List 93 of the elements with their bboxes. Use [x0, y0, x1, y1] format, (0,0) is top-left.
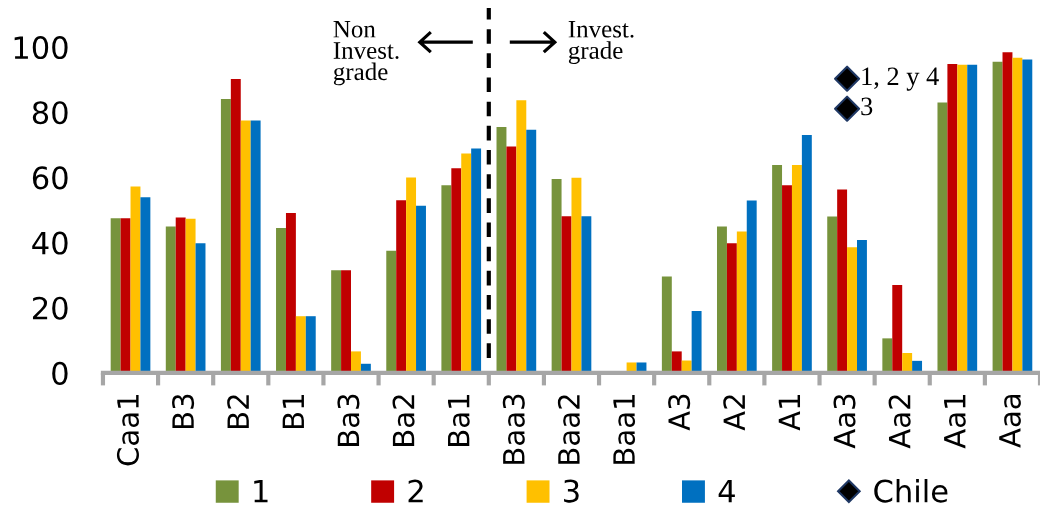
x-tick-label: Aa1	[944, 395, 966, 449]
legend-label: Chile	[874, 479, 948, 503]
bar	[671, 351, 682, 373]
bar	[827, 216, 838, 373]
bar	[516, 100, 527, 373]
x-tick-label: Caa1	[116, 395, 139, 466]
x-tick-label: Aa2	[888, 395, 911, 449]
bar	[726, 243, 737, 373]
y-tick-label: 40	[32, 231, 68, 255]
annotation: Invest. grade	[568, 21, 634, 65]
bar	[461, 153, 472, 373]
bar	[386, 250, 397, 373]
bar	[276, 227, 286, 373]
x-tick-label: Aaa	[999, 394, 1021, 448]
bar	[801, 135, 812, 373]
bar	[416, 205, 426, 373]
bar	[791, 165, 802, 373]
bar	[441, 185, 452, 373]
bar	[140, 197, 151, 373]
bar	[230, 79, 241, 373]
bar	[1012, 57, 1023, 373]
bar	[581, 216, 592, 373]
x-tick-label: Ba2	[392, 395, 415, 446]
y-tick-label: 0	[52, 361, 68, 385]
bar	[746, 200, 757, 373]
bar	[110, 218, 121, 373]
bar	[130, 186, 141, 373]
bar	[947, 64, 958, 373]
bar	[220, 98, 231, 373]
bar	[471, 148, 482, 373]
bar	[496, 126, 507, 373]
bar	[736, 231, 747, 373]
bar	[561, 216, 572, 373]
bar	[837, 189, 848, 373]
bar	[1022, 59, 1033, 373]
x-tick-label: A1	[778, 395, 801, 431]
annotation: Non Invest. grade	[333, 21, 399, 86]
x-tick-label: B3	[172, 394, 195, 429]
bar	[882, 338, 893, 373]
bar	[847, 247, 857, 373]
x-tick-label: A2	[723, 395, 745, 431]
x-tick-label: Ba1	[448, 395, 470, 446]
bar	[857, 239, 867, 373]
bar	[396, 200, 407, 373]
y-tick-label: 100	[14, 36, 68, 60]
bar	[406, 177, 417, 373]
bar	[957, 64, 968, 373]
bar	[967, 64, 978, 373]
bar	[250, 120, 261, 373]
bar	[331, 270, 342, 373]
bar	[165, 226, 176, 373]
x-tick-label: A3	[668, 394, 691, 431]
bar	[1002, 52, 1013, 373]
bar	[992, 61, 1003, 373]
annotation: 3	[861, 97, 873, 116]
bar	[571, 177, 582, 373]
bar	[717, 226, 727, 373]
x-tick-label: B1	[282, 395, 304, 429]
x-tick-label: Aa3	[833, 394, 856, 449]
bar	[782, 185, 792, 373]
x-tick-label: B2	[227, 395, 249, 429]
bar	[902, 353, 913, 373]
legend-label: 3	[564, 479, 579, 503]
bar	[341, 270, 351, 373]
bar	[120, 218, 131, 373]
x-tick-label: Ba3	[337, 394, 360, 446]
bar	[185, 218, 196, 373]
bar	[506, 146, 517, 373]
y-tick-label: 60	[32, 166, 68, 190]
legend-label: 4	[718, 479, 735, 503]
annotation: 1, 2 y 4	[862, 67, 939, 91]
bar	[295, 316, 306, 373]
y-tick-label: 80	[32, 101, 68, 125]
bar	[691, 310, 702, 373]
bar	[892, 284, 903, 373]
bar	[661, 276, 672, 373]
bar	[175, 217, 186, 373]
bar	[772, 165, 783, 373]
bar	[285, 212, 296, 373]
y-tick-label: 20	[32, 296, 68, 320]
bar	[451, 168, 462, 373]
x-tick-label: Baa3	[502, 394, 525, 464]
bar	[937, 102, 948, 373]
x-tick-label: Baa2	[557, 395, 580, 464]
legend-label: 2	[408, 479, 423, 503]
x-tick-label: Baa1	[613, 395, 636, 464]
bar	[240, 120, 251, 373]
bar	[305, 316, 316, 373]
bar	[195, 243, 206, 373]
bar	[351, 351, 361, 373]
bar	[551, 179, 562, 373]
bar	[526, 129, 537, 373]
legend-label: 1	[254, 479, 268, 503]
